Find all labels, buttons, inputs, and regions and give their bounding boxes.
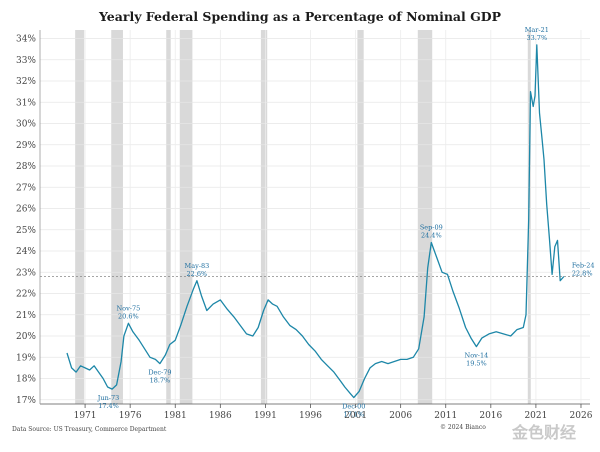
recession-band [75,30,85,404]
series-line [66,44,565,399]
recession-band [111,30,123,404]
annotation-sep-09-value: 24.4% [421,232,442,240]
annotation-nov-14-date: Nov-14 [465,352,489,360]
x-tick-label: 1981 [164,411,187,421]
annotation-dec-00-date: Dec-00 [342,403,365,411]
y-tick-label: 31% [16,98,36,108]
annotation-mar-21-value: 33.7% [526,34,547,42]
x-tick-label: 2016 [479,411,502,421]
y-tick-label: 17% [16,396,36,406]
y-tick-label: 26% [16,205,36,215]
annotation-sep-09-date: Sep-09 [420,224,443,232]
y-tick-label: 29% [16,141,36,151]
chart-title: Yearly Federal Spending as a Percentage … [98,9,502,24]
y-tick-label: 22% [16,290,36,300]
x-tick-label: 1976 [119,411,142,421]
x-tick-label: 2011 [434,411,457,421]
x-tick-label: 1971 [74,411,97,421]
watermark-text: 金色财经 [511,423,576,442]
annotation-nov-75-date: Nov-75 [116,304,140,312]
annotation-jun-73-date: Jun-73 [97,394,119,402]
axes: 17% 18% 19% 20% 21% 22% 23% 24% 25% 26% 27% 28% 29% 3… [16,30,593,421]
x-tick-label: 2006 [389,411,412,421]
recession-band [417,30,433,404]
y-tick-label: 27% [16,183,36,193]
gridlines [40,30,590,404]
y-tick-label: 28% [16,162,36,172]
y-tick-label: 24% [16,247,36,257]
annotation-may-83-value: 22.6% [187,270,208,278]
y-tick-label: 32% [16,77,36,87]
annotations: Jun-7317.4%Nov-7520.6%Dec-7918.7%May-832… [97,26,595,419]
annotation-feb-24-value: 22.8% [572,270,593,278]
x-tick-label: 2021 [524,411,547,421]
annotation-nov-14-value: 19.5% [466,360,487,368]
annotation-nov-75-value: 20.6% [118,312,139,320]
y-tick-label: 21% [16,311,36,321]
x-tick-label: 2001 [344,411,367,421]
annotation-feb-24-date: Feb-24 [572,262,595,270]
series-layer [66,44,565,399]
recession-band [260,30,268,404]
x-tick-label: 1996 [299,411,322,421]
y-tick-label: 19% [16,353,36,363]
y-tick-label: 33% [16,56,36,66]
data-source-note: Data Source: US Treasury, Commerce Depar… [12,426,167,433]
y-tick-label: 18% [16,375,36,385]
y-tick-label: 30% [16,120,36,130]
annotation-jun-73-value: 17.4% [98,402,119,410]
recession-band [166,30,171,404]
y-tick-label: 23% [16,268,36,278]
annotation-mar-21-date: Mar-21 [525,26,549,34]
annotation-may-83-date: May-83 [185,262,210,270]
recession-band [179,30,193,404]
x-tick-label: 2026 [570,411,593,421]
copyright-note: © 2024 Bianco [440,424,486,431]
y-tick-label: 34% [16,35,36,45]
x-tick-label: 1991 [254,411,277,421]
annotation-dec-00-value: 17.1% [343,411,364,419]
y-tick-label: 20% [16,332,36,342]
annotation-dec-79-date: Dec-79 [148,369,171,377]
y-tick-label: 25% [16,226,36,236]
annotation-dec-79-value: 18.7% [150,377,171,385]
x-tick-label: 1986 [209,411,232,421]
recession-band [357,30,364,404]
